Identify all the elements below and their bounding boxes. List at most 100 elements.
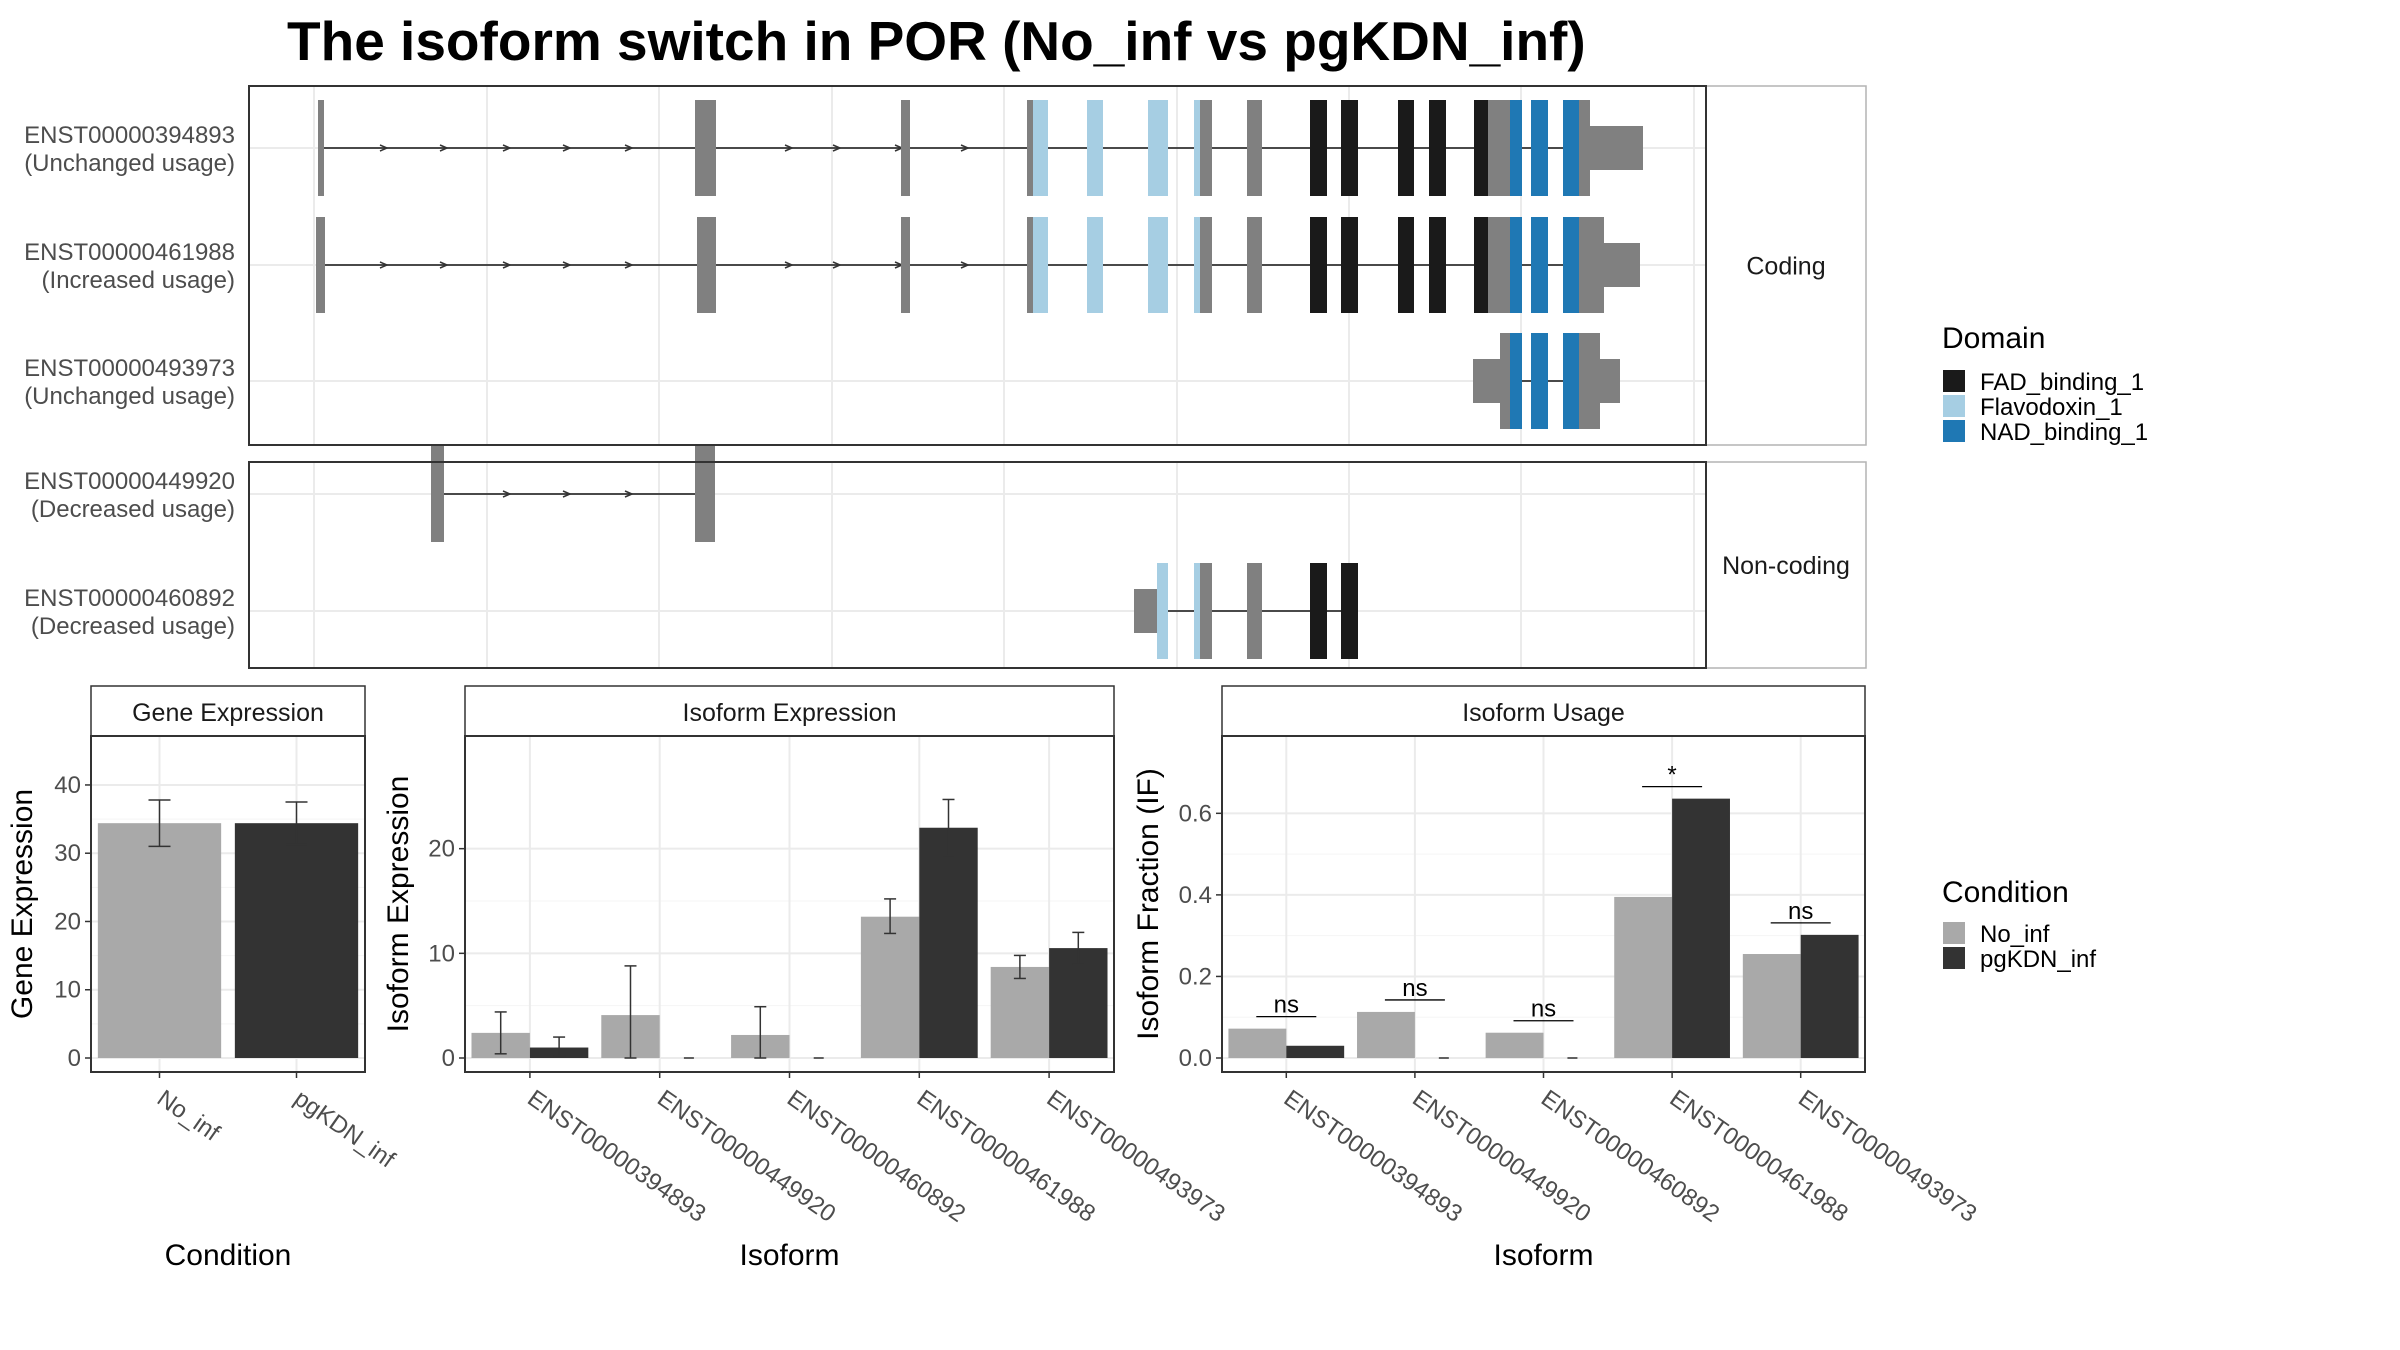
exon — [1194, 563, 1200, 659]
exon — [1341, 100, 1358, 196]
domain-legend-label: NAD_binding_1 — [1980, 419, 2148, 446]
y-tick-label: 0 — [442, 1045, 455, 1072]
exon — [318, 100, 324, 196]
condition-legend-title: Condition — [1942, 876, 2069, 909]
exon — [1247, 217, 1262, 313]
y-tick-label: 0.0 — [1179, 1045, 1212, 1072]
strand-arrow — [502, 490, 512, 498]
transcript-usage-label: (Increased usage) — [42, 267, 235, 294]
transcript-id-label: ENST00000449920 — [24, 468, 235, 495]
chart-isoform-expression: Isoform Expression01020ENST00000394893EN… — [382, 685, 1230, 1272]
facet-border — [248, 461, 1707, 669]
exon — [1341, 217, 1358, 313]
exon — [1579, 100, 1590, 196]
y-tick-label: 0 — [68, 1045, 81, 1072]
facet-strip-label: Non-coding — [1722, 552, 1850, 580]
significance-label: ns — [1274, 992, 1299, 1019]
exon — [1157, 563, 1168, 659]
condition-legend-key — [1943, 947, 1965, 969]
domain-legend-key — [1943, 370, 1965, 392]
exon — [1579, 333, 1600, 429]
exon — [1531, 333, 1548, 429]
y-axis-title: Isoform Fraction (IF) — [1132, 768, 1165, 1040]
transcript-usage-label: (Decreased usage) — [31, 496, 235, 523]
y-axis-title: Isoform Expression — [382, 776, 415, 1033]
exon — [1087, 217, 1103, 313]
bar — [860, 916, 920, 1058]
facet-strip-label: Isoform Expression — [683, 699, 897, 727]
exon — [1429, 100, 1446, 196]
strand-arrow — [379, 261, 389, 269]
exon — [1310, 217, 1327, 313]
chart-gene-expression: Gene Expression 0 10 20 30 40 No_inf pgKDN_inf C… — [6, 685, 400, 1272]
exon — [1398, 100, 1414, 196]
exon — [1500, 333, 1510, 429]
exon — [1247, 100, 1262, 196]
bar — [234, 823, 359, 1058]
exon — [1247, 563, 1262, 659]
strand-arrow — [439, 261, 449, 269]
exon — [1200, 100, 1212, 196]
exon — [1510, 333, 1522, 429]
exon — [1341, 563, 1358, 659]
exon — [1510, 217, 1522, 313]
chart-isoform-usage: Isoform Usagensnsns*ns0.00.20.40.6ENST00… — [1132, 685, 1981, 1272]
exon — [1590, 126, 1643, 170]
strand-arrow — [624, 144, 634, 152]
exon — [1563, 217, 1579, 313]
exon — [1200, 563, 1212, 659]
transcript-id-label: ENST00000394893 — [24, 122, 235, 149]
condition-legend-key — [1943, 922, 1965, 944]
exon — [1033, 100, 1048, 196]
facet-strip — [90, 685, 366, 737]
bar — [1228, 1028, 1287, 1058]
strand-arrow — [379, 144, 389, 152]
strand-arrow — [439, 144, 449, 152]
strand-arrow — [562, 261, 572, 269]
bar — [1672, 798, 1730, 1058]
bar — [1742, 954, 1801, 1058]
exon — [316, 217, 325, 313]
significance-label: ns — [1788, 898, 1813, 925]
exon — [1488, 100, 1510, 196]
facet-border — [248, 85, 1707, 446]
strand-arrow — [832, 261, 842, 269]
bar — [990, 966, 1050, 1058]
strand-arrow — [784, 261, 794, 269]
bar — [1357, 1011, 1415, 1058]
strand-arrow — [624, 490, 634, 498]
y-tick-label: 20 — [428, 836, 455, 863]
bar — [97, 823, 222, 1058]
exon — [1148, 217, 1168, 313]
exon — [901, 217, 910, 313]
exon — [431, 446, 444, 542]
exon — [1310, 563, 1327, 659]
bar — [1614, 896, 1673, 1058]
exon — [1027, 217, 1033, 313]
bar — [1485, 1032, 1544, 1058]
exon — [1310, 100, 1327, 196]
strand-arrow — [502, 261, 512, 269]
exon — [1194, 100, 1200, 196]
facet-strip — [1705, 85, 1867, 446]
facet-strip — [464, 685, 1115, 737]
facet-strip-label: Coding — [1746, 253, 1825, 281]
bar — [919, 827, 978, 1058]
exon — [1488, 217, 1510, 313]
exon — [1429, 217, 1446, 313]
exon — [1473, 359, 1500, 403]
y-tick-label: 10 — [54, 977, 81, 1004]
bar — [1049, 948, 1108, 1058]
exon — [1531, 217, 1548, 313]
exon — [1474, 100, 1488, 196]
strand-arrow — [960, 261, 970, 269]
domain-legend-label: FAD_binding_1 — [1980, 369, 2144, 396]
transcript-usage-label: (Unchanged usage) — [24, 383, 235, 410]
exon — [1033, 217, 1048, 313]
significance-label: * — [1667, 762, 1676, 789]
transcript-id-label: ENST00000493973 — [24, 355, 235, 382]
strand-arrow — [562, 144, 572, 152]
facet-strip-label: Isoform Usage — [1462, 699, 1625, 727]
